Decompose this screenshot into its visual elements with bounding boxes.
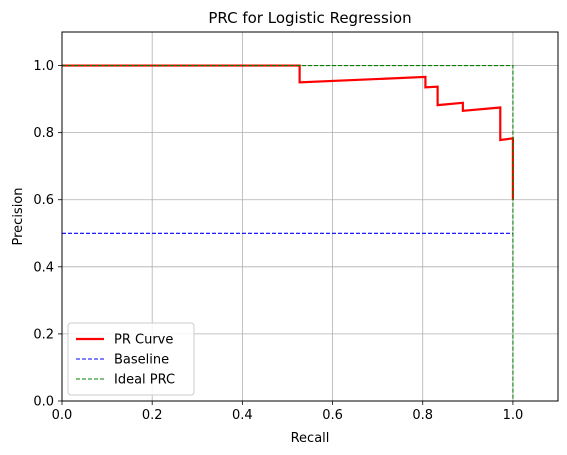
- y-tick-label: 0.6: [33, 193, 54, 208]
- legend-entry-pr-curve: PR Curve: [76, 333, 173, 348]
- x-axis-label: Recall: [291, 431, 330, 446]
- y-tick-label: 0.4: [33, 260, 54, 275]
- x-tick-label: 1.0: [503, 408, 524, 423]
- x-tick-label: 0.6: [322, 408, 343, 423]
- plot-frame: [61, 31, 559, 402]
- x-tick-label: 0.4: [232, 408, 253, 423]
- legend-label: Baseline: [114, 353, 169, 368]
- legend-label: PR Curve: [114, 333, 173, 348]
- series-layer: [62, 64, 515, 401]
- legend-entry-ideal-prc: Ideal PRC: [76, 373, 175, 388]
- tick-layer: 0.0 0.2 0.4 0.6 0.8 1.0 0.0 0.2 0.4 0.6 0.8 1.0: [33, 59, 523, 423]
- y-tick-label: 0.8: [33, 126, 54, 141]
- y-tick-label: 0.2: [33, 327, 54, 342]
- y-tick-label: 0.0: [33, 395, 54, 410]
- pr-curve-line: [62, 64, 515, 200]
- x-tick-label: 0.0: [52, 408, 73, 423]
- legend-entry-baseline: Baseline: [76, 353, 169, 368]
- legend-box: [67, 322, 195, 396]
- x-tick-label: 0.8: [412, 408, 433, 423]
- legend: PR Curve Baseline Ideal PRC: [67, 322, 195, 396]
- chart-title: PRC for Logistic Regression: [208, 9, 411, 27]
- x-tick-label: 0.2: [142, 408, 163, 423]
- ideal-prc-line: [62, 65, 514, 401]
- y-tick-label: 1.0: [33, 59, 54, 74]
- y-axis-label: Precision: [11, 187, 26, 245]
- legend-label: Ideal PRC: [114, 373, 175, 388]
